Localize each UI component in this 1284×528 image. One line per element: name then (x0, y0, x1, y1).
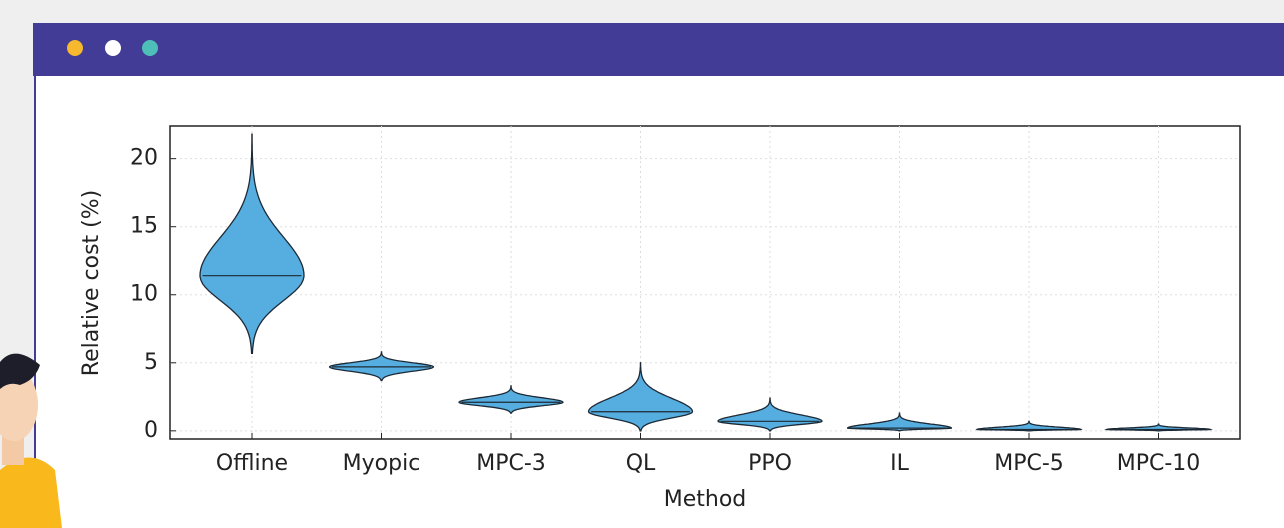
x-tick-label: MPC-10 (1117, 451, 1201, 476)
x-tick-label: MPC-5 (994, 451, 1064, 476)
y-tick-label: 10 (130, 282, 158, 307)
x-tick-label: PPO (748, 451, 792, 476)
y-tick-label: 5 (144, 350, 158, 375)
x-tick-label: Myopic (343, 451, 421, 476)
title-bar (33, 23, 1284, 76)
x-axis-label: Method (664, 487, 747, 512)
x-tick-label: IL (890, 451, 909, 476)
window-dot[interactable] (67, 40, 83, 56)
y-tick-label: 15 (130, 214, 158, 239)
x-tick-label: Offline (216, 451, 288, 476)
window-dot[interactable] (142, 40, 158, 56)
y-tick-label: 0 (144, 418, 158, 443)
x-tick-label: QL (626, 451, 656, 476)
plot-frame (170, 126, 1240, 439)
screen: Method Relative cost (%) 0 5 10 15 20 Offline… (0, 0, 1284, 528)
y-tick-label: 20 (130, 146, 158, 171)
y-axis-label: Relative cost (%) (79, 190, 104, 376)
window-dot[interactable] (105, 40, 121, 56)
x-tick-label: MPC-3 (476, 451, 546, 476)
